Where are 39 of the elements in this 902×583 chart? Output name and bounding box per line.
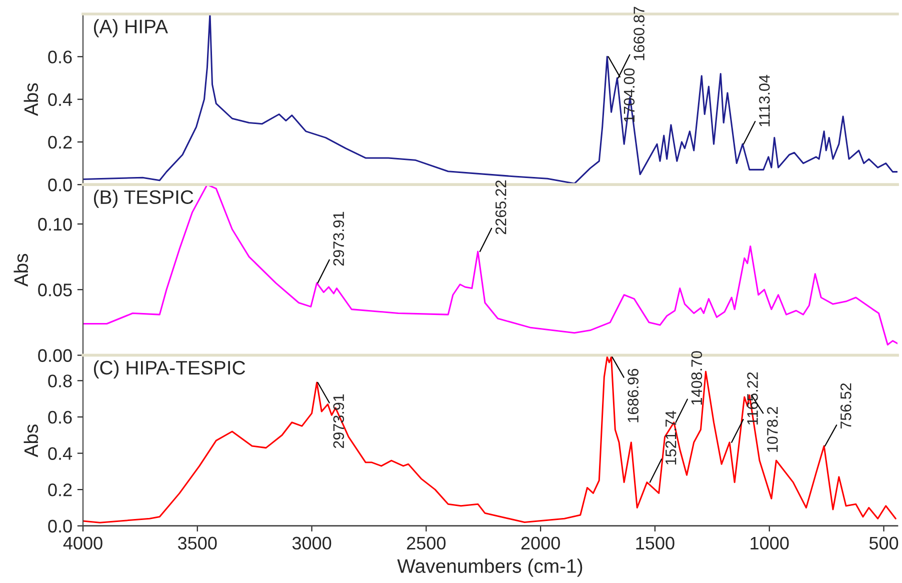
chart-title: (C) HIPA-TESPIC xyxy=(94,360,246,378)
annotation: 756.52 xyxy=(840,383,852,429)
x-tick-label: 3500 xyxy=(178,536,217,550)
annotation: 1408.70 xyxy=(691,351,702,405)
y-tick-label: 0.2 xyxy=(48,136,72,149)
y-axis-title: Abs xyxy=(24,83,38,116)
annotation: 1521.74 xyxy=(665,410,676,464)
x-axis-title: Wavenumbers (cm-1) xyxy=(397,558,582,577)
annotation: 2973.91 xyxy=(333,394,344,448)
x-tick-label: 2000 xyxy=(521,536,560,550)
y-tick-label: 0.00 xyxy=(38,349,72,362)
y-tick-label: 0.4 xyxy=(48,93,72,106)
y-tick-label: 0.6 xyxy=(48,410,72,424)
y-tick-label: 0.05 xyxy=(38,284,72,296)
x-tick-label: 500 xyxy=(869,536,898,550)
annotation: 2973.91 xyxy=(333,212,344,266)
y-axis-title: Abs xyxy=(14,254,28,287)
x-tick-label: 2500 xyxy=(407,536,446,550)
x-tick-label: 4000 xyxy=(63,536,102,550)
annotation: 1078.2 xyxy=(767,407,778,452)
y-tick-label: 0.0 xyxy=(48,178,72,192)
annotation: 1660.87 xyxy=(634,6,644,60)
annotation: 2265.22 xyxy=(495,180,506,234)
x-tick-label: 3000 xyxy=(292,536,332,550)
y-tick-label: 0.8 xyxy=(48,374,72,388)
y-tick-label: 0.0 xyxy=(48,520,72,533)
annotation: 1165.22 xyxy=(747,372,758,425)
annotation: 1704.00 xyxy=(624,68,635,122)
y-tick-label: 0.4 xyxy=(48,447,72,460)
annotation: 1686.96 xyxy=(628,368,639,422)
y-tick-label: 0.10 xyxy=(38,218,72,231)
chart-title: (B) TESPIC xyxy=(94,190,194,208)
y-tick-label: 0.6 xyxy=(48,50,72,64)
x-tick-label: 1000 xyxy=(750,536,789,550)
y-tick-label: 0.2 xyxy=(48,483,72,496)
chart-title: (A) HIPA xyxy=(94,19,168,38)
annotation: 1113.04 xyxy=(759,74,770,126)
y-axis-title: Abs xyxy=(24,424,38,458)
x-tick-label: 1500 xyxy=(636,536,674,550)
